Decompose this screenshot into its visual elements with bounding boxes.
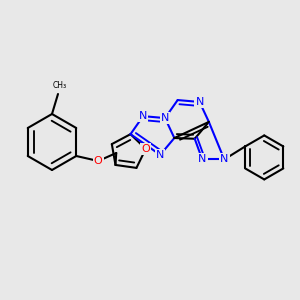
Text: N: N <box>220 154 228 164</box>
Text: N: N <box>161 113 169 123</box>
Text: N: N <box>139 111 147 121</box>
Text: CH₃: CH₃ <box>53 82 67 91</box>
Text: N: N <box>195 97 204 107</box>
Text: N: N <box>198 154 206 164</box>
Text: O: O <box>94 156 103 166</box>
Text: O: O <box>141 144 150 154</box>
Text: N: N <box>156 150 164 160</box>
